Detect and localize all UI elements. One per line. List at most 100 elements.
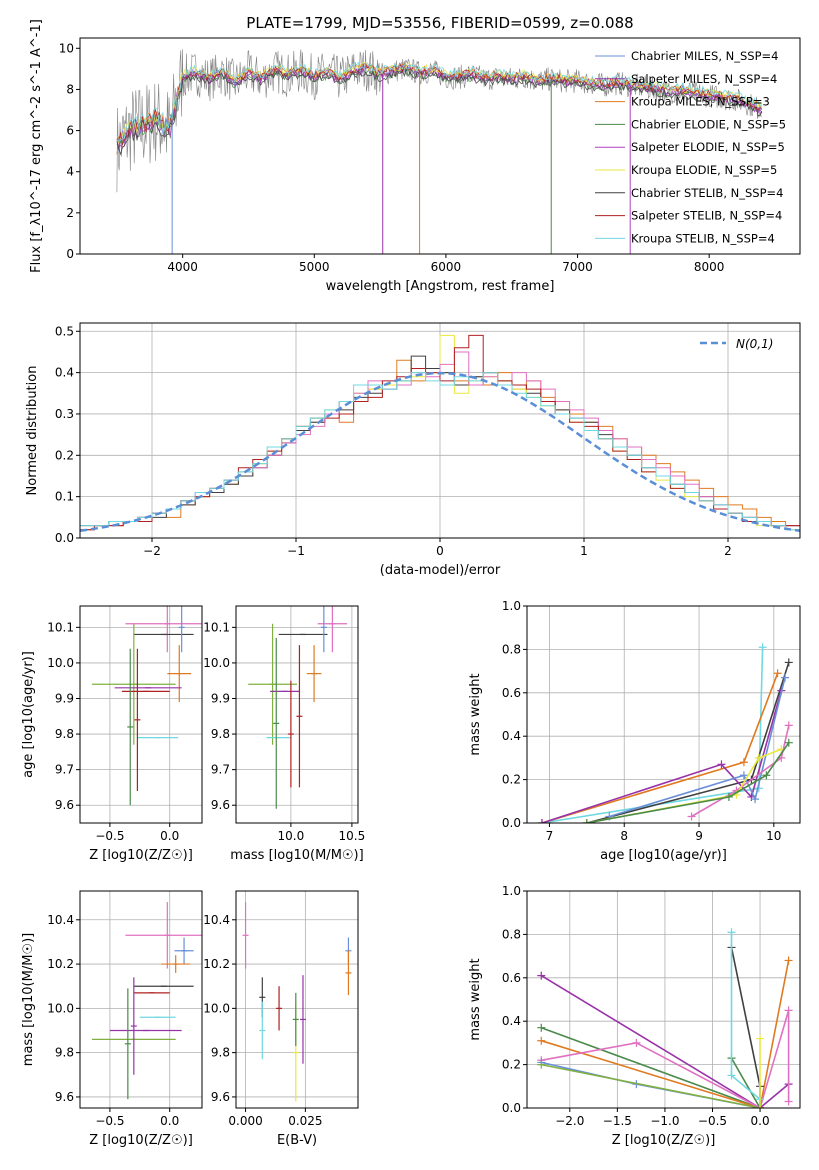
weight-marker — [727, 928, 736, 937]
x-axis-label: wavelength [Angstrom, rest frame] — [326, 279, 555, 294]
y-tick-label: 0.4 — [502, 1014, 521, 1028]
legend-entry: Kroupa ELODIE, N_SSP=5 — [631, 163, 777, 177]
axes-frame — [79, 322, 801, 539]
x-tick-label: 0 — [436, 544, 444, 558]
y-tick-label: 0.6 — [502, 686, 521, 700]
weight-marker — [762, 771, 771, 780]
panel-age_vs_Z: −0.5 0.0 9.6 9.7 9.8 9.9 10.0 10.1 Z [log10(Z/Z☉… — [21, 605, 203, 863]
x-tick-label: 10.5 — [339, 829, 366, 843]
legend-entry: Salpeter STELIB, N_SSP=4 — [631, 209, 782, 223]
x-tick-label: 9 — [695, 829, 703, 843]
weight-marker — [756, 1104, 765, 1108]
y-tick-label: 0.5 — [55, 324, 74, 338]
x-tick-label: −1.5 — [603, 1114, 632, 1128]
weight-marker — [537, 1023, 546, 1032]
weight-marker — [773, 669, 782, 678]
weight-marker — [754, 753, 763, 762]
errorbar-point — [91, 623, 176, 745]
y-tick-label: 0.0 — [55, 531, 74, 545]
plot-area — [91, 902, 202, 1100]
y-axis-label: Flux [f_λ10^-17 erg cm^-2 s^-1 A^-1] — [29, 19, 44, 273]
legend-entry: Salpeter ELODIE, N_SSP=5 — [631, 140, 785, 154]
errorbar-point — [174, 937, 194, 965]
x-tick-label: 10.0 — [278, 829, 305, 843]
y-tick-label: 10.0 — [47, 656, 74, 670]
axes-frame — [79, 605, 203, 824]
weight-marker — [727, 1071, 736, 1080]
axes-frame — [526, 605, 801, 824]
x-tick-label: 7 — [546, 829, 554, 843]
y-axis-label: age [log10(age/yr)] — [21, 651, 36, 778]
errorbar-point — [167, 645, 192, 703]
x-tick-label: 8000 — [694, 260, 725, 274]
x-tick-label: 1 — [580, 544, 588, 558]
x-tick-label: −1 — [287, 544, 305, 558]
errorbar-point — [242, 902, 249, 969]
y-tick-label: 0.8 — [502, 642, 521, 656]
axes-frame — [79, 890, 203, 1109]
x-axis-label: Z [log10(Z/Z☉)] — [89, 1133, 193, 1148]
weight-line — [586, 742, 790, 823]
weight-marker — [582, 819, 591, 823]
y-tick-label: 1.0 — [502, 599, 521, 613]
panel-weight_vs_Z: −2.0 −1.5 −1.0 −0.5 0.0 0.0 0.2 0.4 0.6 0.8 1.0 Z [… — [468, 884, 801, 1148]
y-tick-label: 10.2 — [47, 957, 74, 971]
y-tick-label: 0.1 — [55, 490, 74, 504]
weight-marker — [784, 721, 793, 730]
legend-entry: Chabrier MILES, N_SSP=4 — [631, 49, 778, 63]
x-tick-label: 8 — [620, 829, 628, 843]
errorbar-point — [248, 623, 297, 745]
weight-marker — [632, 1038, 641, 1047]
x-tick-label: 6000 — [431, 260, 462, 274]
x-axis-label: Z [log10(Z/Z☉)] — [612, 1133, 716, 1148]
y-tick-label: 8 — [66, 82, 74, 96]
y-axis-label: Normed distribution — [25, 366, 40, 496]
errorbar-point — [317, 606, 348, 653]
axes-frame — [235, 605, 359, 824]
plot-area — [537, 643, 793, 823]
legend-entry: Chabrier STELIB, N_SSP=4 — [631, 186, 783, 200]
x-tick-label: −0.5 — [95, 1114, 124, 1128]
y-tick-label: 9.6 — [55, 798, 74, 812]
errorbar-point — [125, 606, 202, 653]
y-tick-label: 10.0 — [47, 1001, 74, 1015]
legend-entry: N(0,1) — [736, 337, 773, 351]
weight-marker — [758, 643, 767, 652]
x-tick-label: −2.0 — [555, 1114, 584, 1128]
errorbar-point — [276, 986, 283, 1031]
legend-entry: Kroupa MILES, N_SSP=3 — [631, 95, 770, 109]
panel-mass_vs_ebv: 0.000 0.025 9.6 9.8 10.0 10.2 10.4 E(B-V) — [203, 890, 359, 1148]
panel-weight_vs_age: 7 8 9 10 0.0 0.2 0.4 0.6 0.8 1.0 age [log10(age/yr… — [468, 599, 801, 863]
errorbar-point — [125, 902, 202, 969]
y-tick-label: 4 — [66, 165, 74, 179]
y-tick-label: 10.1 — [47, 620, 74, 634]
y-tick-label: 6 — [66, 124, 74, 138]
x-tick-label: −0.5 — [95, 829, 124, 843]
legend-entry: Kroupa STELIB, N_SSP=4 — [631, 231, 775, 245]
weight-marker — [784, 1006, 793, 1015]
panel-age_vs_mass: 10.0 10.5 9.6 9.7 9.8 9.9 10.0 10.1 mass [log10(… — [203, 605, 366, 863]
x-tick-label: 0.025 — [288, 1114, 322, 1128]
y-tick-label: 0.4 — [55, 366, 74, 380]
weight-marker — [537, 971, 546, 980]
y-tick-label: 10 — [59, 41, 74, 55]
y-tick-label: 2 — [66, 206, 74, 220]
y-tick-label: 10.1 — [203, 620, 230, 634]
y-tick-label: 0.2 — [502, 1058, 521, 1072]
model-spectrum-line — [116, 68, 763, 156]
y-tick-label: 0.4 — [502, 729, 521, 743]
x-tick-label: 7000 — [562, 260, 593, 274]
x-tick-label: 0.000 — [228, 1114, 262, 1128]
axes-frame — [235, 890, 359, 1109]
y-tick-label: 9.8 — [55, 727, 74, 741]
y-tick-label: 9.8 — [55, 1046, 74, 1060]
y-tick-label: 9.9 — [211, 691, 230, 705]
errorbar-point — [306, 645, 322, 703]
x-axis-label: mass [log10(M/M☉)] — [230, 848, 363, 863]
errorbar-point — [287, 680, 294, 788]
y-axis-label: mass [log10(M/M☉)] — [21, 933, 36, 1066]
errorbar-point — [130, 977, 137, 1075]
y-tick-label: 1.0 — [502, 884, 521, 898]
y-tick-label: 10.0 — [203, 1001, 230, 1015]
x-tick-label: 4000 — [167, 260, 198, 274]
